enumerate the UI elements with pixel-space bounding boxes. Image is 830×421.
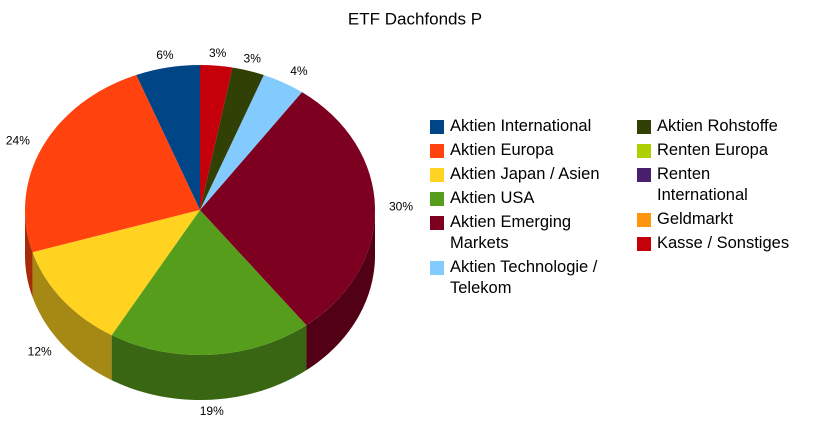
legend-swatch [430,120,444,134]
data-label: 6% [156,48,174,62]
legend: Aktien International Aktien Europa Aktien … [430,116,600,299]
legend-swatch [430,261,444,275]
legend-label: Renten International [657,165,748,204]
legend-label: Aktien Japan / Asien [450,165,600,183]
chart-title: ETF Dachfonds P [348,9,482,28]
legend-item: Kasse / Sonstiges [637,233,797,254]
legend-swatch [430,144,444,158]
legend-item: Renten International [637,164,797,206]
legend-label: Aktien USA [450,189,535,207]
legend-item: Aktien Technologie / Telekom [430,257,600,299]
legend-swatch [637,120,651,134]
slice-side-shade [32,252,112,381]
legend-item: Aktien Europa [430,140,600,161]
legend-label: Aktien Technologie / Telekom [450,258,598,297]
slice [200,92,375,326]
legend-swatch [637,213,651,227]
legend-item: Aktien Emerging Markets [430,212,600,254]
legend-label: Geldmarkt [657,210,734,228]
slice [111,210,307,355]
slice [25,74,201,253]
legend-swatch [637,237,651,251]
data-label: 19% [200,404,224,418]
slice-side [111,325,307,400]
slice-side [306,210,375,371]
data-label: 30% [389,200,413,214]
data-label: 12% [28,345,52,359]
legend-item: Geldmarkt [637,209,797,230]
legend-label: Renten Europa [657,141,768,159]
legend-label: Aktien Emerging Markets [450,213,572,252]
legend-swatch [430,216,444,230]
legend-swatch [430,192,444,206]
legend-label: Aktien Europa [450,141,554,159]
slice-side-shade [25,210,33,298]
slice [200,74,302,211]
legend-swatch [430,168,444,182]
legend-label: Aktien International [450,117,592,135]
legend-item: Aktien Japan / Asien [430,164,600,185]
data-label: 24% [6,134,30,148]
data-label: 4% [290,64,308,78]
legend-item: Renten Europa [637,140,797,161]
pie-sides [25,210,375,400]
legend-label: Kasse / Sonstiges [657,234,790,252]
legend-item: Aktien International [430,116,600,137]
slice-side [32,252,112,381]
data-label: 3% [244,51,262,65]
legend-swatch [637,168,651,182]
legend-item: Aktien USA [430,188,600,209]
slice [32,210,200,336]
slice [200,67,264,211]
slice [136,65,200,210]
data-label: 3% [209,46,227,60]
legend-label: Aktien Rohstoffe [657,117,778,135]
legend: Aktien Rohstoffe Renten Europa Renten Inte… [637,116,797,254]
legend-swatch [637,144,651,158]
slice-side-shade [306,210,375,371]
slice-side [25,210,33,298]
slice-side-shade [111,325,307,400]
legend-item: Aktien Rohstoffe [637,116,797,137]
slice [200,65,233,210]
